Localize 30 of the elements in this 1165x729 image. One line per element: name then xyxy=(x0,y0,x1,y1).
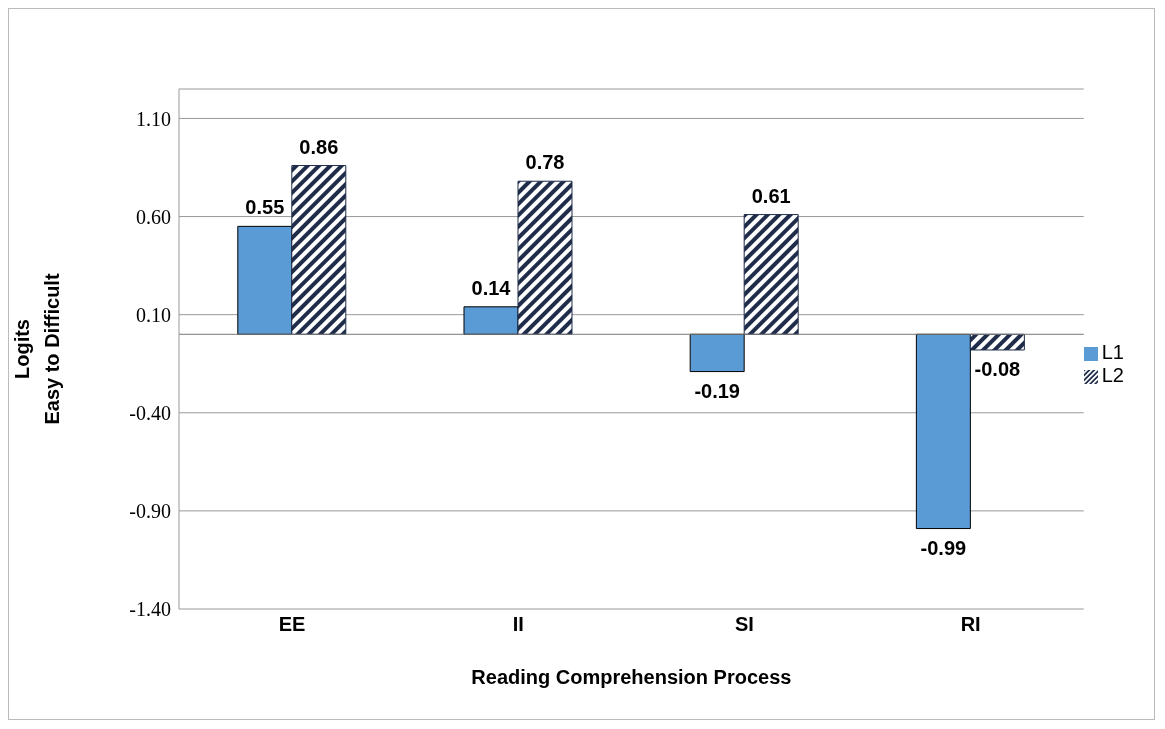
bar xyxy=(689,333,745,373)
x-tick-label: II xyxy=(512,613,524,636)
y-axis-title: Logits Easy to Difficult xyxy=(11,273,63,425)
y-tick-label: -0.40 xyxy=(129,401,171,424)
bar xyxy=(743,214,799,335)
y-tick-label: 0.60 xyxy=(136,205,171,228)
bar xyxy=(915,333,971,530)
data-label: -0.08 xyxy=(974,357,1021,380)
y-tick-label: 0.10 xyxy=(136,303,171,326)
bar xyxy=(237,225,293,335)
x-tick-label: RI xyxy=(960,613,981,636)
data-label: -0.99 xyxy=(920,536,967,559)
data-label: 0.86 xyxy=(299,135,339,158)
x-tick-label: SI xyxy=(735,613,754,636)
data-label: -0.19 xyxy=(694,379,740,402)
bar xyxy=(517,180,573,335)
bar xyxy=(969,333,1025,351)
data-label: 0.78 xyxy=(525,151,565,174)
legend-label: L1 xyxy=(1101,341,1124,363)
data-label: 0.55 xyxy=(245,196,285,219)
y-tick-label: -1.40 xyxy=(129,598,171,621)
bar xyxy=(463,306,519,335)
x-axis-title: Reading Comprehension Process xyxy=(471,666,792,688)
x-tick-label: EE xyxy=(278,613,306,636)
legend-label: L2 xyxy=(1101,364,1124,386)
data-label: 0.14 xyxy=(471,276,512,299)
data-label: 0.61 xyxy=(751,184,791,207)
y-tick-label: 1.10 xyxy=(136,107,171,130)
bar xyxy=(291,165,347,335)
y-tick-label: -0.90 xyxy=(129,499,171,522)
